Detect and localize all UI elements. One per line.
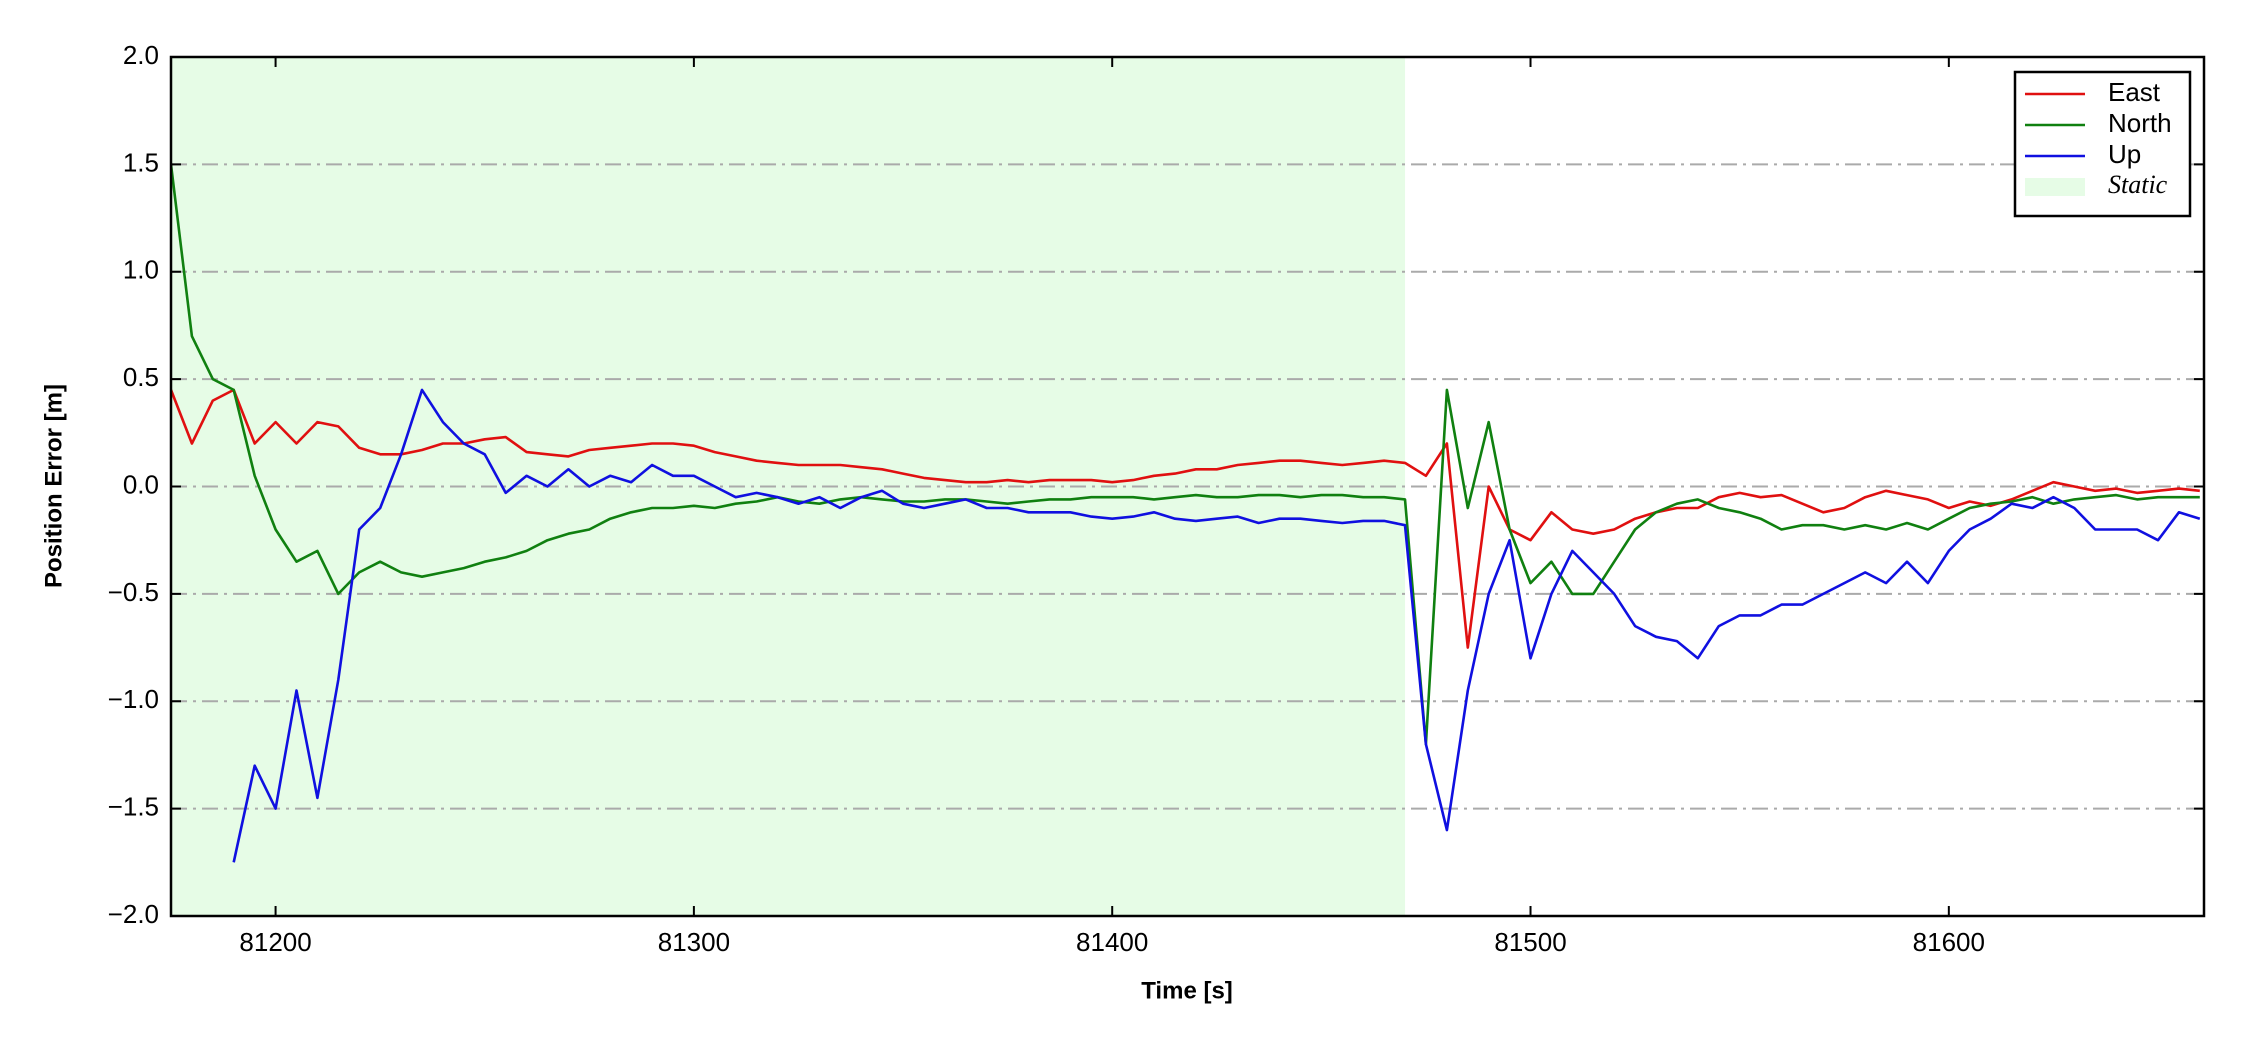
y-tick-label: 2.0 (123, 40, 159, 70)
y-tick-label: −2.0 (108, 899, 159, 929)
legend-frame (2013, 70, 2192, 218)
y-tick-label: 1.5 (123, 147, 159, 177)
data-line (171, 388, 2200, 649)
y-tick-label: −0.5 (108, 577, 159, 607)
x-axis-label: Time [s] (1141, 977, 1233, 1004)
plot-layer (171, 57, 2204, 916)
legend-label: Static (2108, 170, 2168, 199)
data-line (232, 388, 2201, 863)
static-region (171, 57, 1406, 916)
x-tick-label: 81200 (239, 927, 311, 957)
y-tick-label: −1.5 (108, 792, 159, 822)
y-tick-label: 0.0 (123, 469, 159, 499)
legend-label: Up (2108, 139, 2141, 169)
y-axis-label: Position Error [m] (40, 384, 67, 588)
data-line (171, 164, 2200, 746)
line-layer (171, 164, 2201, 863)
x-tick-label: 81600 (1913, 927, 1985, 957)
x-tick-label: 81300 (658, 927, 730, 957)
legend-label: North (2108, 108, 2172, 138)
x-tick-label: 81400 (1076, 927, 1148, 957)
y-tick-label: 0.5 (123, 362, 159, 392)
legend-label: East (2108, 77, 2161, 107)
legend-swatch (2025, 178, 2085, 196)
x-tick-label: 81500 (1494, 927, 1566, 957)
y-tick-label: −1.0 (108, 684, 159, 714)
y-tick-label: 1.0 (123, 255, 159, 285)
